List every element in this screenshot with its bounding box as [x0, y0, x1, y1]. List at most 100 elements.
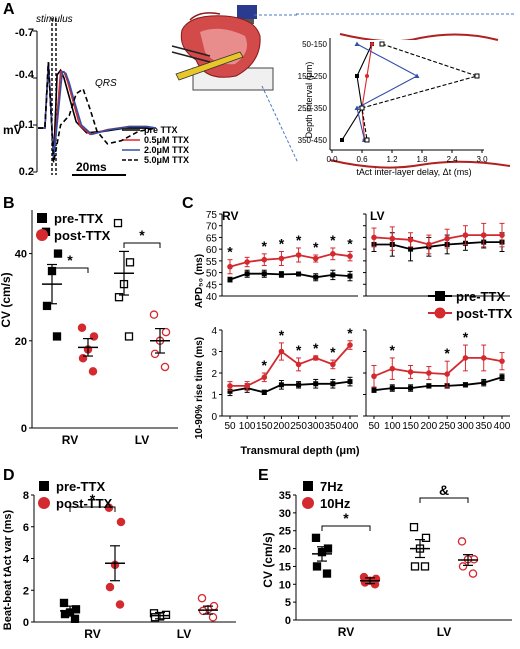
data-point — [407, 369, 414, 375]
data-point-lv-post-ttx — [160, 362, 170, 372]
inset-point — [340, 138, 344, 142]
legend-label-post-ttx: post-TTX — [456, 306, 513, 321]
data-point — [278, 382, 284, 388]
data-point — [244, 271, 250, 277]
data-point — [295, 361, 302, 368]
data-point — [444, 371, 450, 377]
data-point-lv-pre-ttx — [150, 613, 160, 622]
legend-label-pre-ttx: pre TTX — [144, 125, 178, 135]
inset-x-tick: 1.2 — [386, 155, 398, 164]
scale-bar-label: 20ms — [76, 160, 107, 174]
x-tick-label: 200 — [421, 421, 438, 432]
significance-marker: * — [296, 232, 302, 248]
data-point-lv-7hz — [420, 562, 430, 571]
data-point — [312, 255, 319, 262]
inset-point — [474, 73, 480, 79]
inset-x-tick: 1.8 — [416, 155, 428, 164]
category-label-rv: RV — [84, 627, 100, 641]
significance-bracket — [419, 497, 469, 503]
significance-marker: * — [463, 329, 469, 345]
camera-icon — [237, 5, 257, 19]
y-tick-label: 40 — [15, 249, 27, 261]
x-tick-label: 250 — [439, 421, 456, 432]
inset-point — [355, 74, 359, 78]
y-tick-label: 70 — [206, 222, 218, 233]
data-point — [462, 232, 469, 238]
data-point-lv-post-ttx — [208, 612, 218, 622]
category-label-rv: RV — [62, 433, 78, 447]
data-point — [480, 232, 487, 238]
data-point-lv-10hz — [458, 562, 468, 571]
legend-label-5-0-m-ttx: 5.0μM TTX — [144, 155, 189, 165]
y-tick-label: 45 — [206, 280, 218, 291]
inset-x-tick: 0.0 — [326, 155, 338, 164]
x-tick-label: 350 — [475, 421, 492, 432]
panel-c: APD₅₀ (ms) 10-90% rise time (ms) Transmu… — [194, 209, 513, 457]
y-tick-label: 4 — [211, 326, 217, 337]
significance-marker: * — [67, 252, 73, 268]
inset-x-tick: 3.0 — [476, 155, 488, 164]
data-point — [313, 274, 319, 280]
data-point-rv-pre-ttx — [52, 332, 62, 341]
inset-y-tick: 150-250 — [298, 72, 328, 81]
series-line-lv-pre-ttx — [374, 241, 502, 251]
inset-point — [354, 41, 360, 46]
qrs-label: QRS — [95, 78, 117, 89]
significance-bracket — [321, 525, 371, 531]
x-tick-label: 50 — [368, 421, 380, 432]
x-tick-label: 350 — [325, 421, 342, 432]
y-tick-label: 50 — [206, 269, 218, 280]
heart-illustration — [171, 5, 514, 169]
data-point-lv-pre-ttx — [125, 258, 135, 267]
y-tick-label: 8 — [23, 490, 29, 502]
panel-b-y-label: CV (cm/s) — [0, 272, 13, 327]
series-line-rv-post-ttx — [229, 252, 351, 268]
legend-swatch-pre-ttx — [39, 481, 49, 491]
data-point — [227, 383, 233, 389]
panel-letter-b: B — [3, 195, 15, 212]
legend-swatch-post-ttx — [434, 307, 446, 319]
data-point-lv-10hz — [468, 569, 478, 578]
series-line-rv-pre-ttx — [229, 272, 351, 281]
significance-marker: * — [296, 342, 302, 358]
panel-a-y-tick-1: -0.4 — [15, 69, 35, 81]
data-point — [408, 385, 414, 391]
inset-point — [370, 42, 374, 46]
x-tick-label: 150 — [256, 421, 273, 432]
data-point-lv-post-ttx — [198, 606, 208, 616]
x-tick-label: 150 — [402, 421, 419, 432]
data-point-rv-7hz — [312, 562, 322, 571]
y-tick-label: 0 — [21, 423, 27, 435]
data-point — [444, 235, 450, 242]
legend-swatch-pre-ttx — [37, 213, 47, 223]
data-point-lv-7hz — [409, 522, 419, 532]
series-line-rv-pre-ttx — [229, 380, 351, 394]
data-point-rv-pre-ttx — [59, 598, 69, 608]
y-tick-label: 2 — [211, 369, 217, 380]
data-point — [227, 277, 233, 283]
data-point — [371, 373, 377, 380]
legend-label-0-5-m-ttx: 0.5μM TTX — [144, 135, 189, 145]
data-point-lv-7hz — [410, 562, 420, 571]
data-point — [347, 342, 353, 348]
data-point — [426, 370, 432, 376]
y-tick-label: 3 — [211, 348, 217, 359]
data-point — [462, 382, 468, 388]
panel-d: Beat-beat tAct var (ms) 0 2 4 6 8 RV LV *pre-TT… — [2, 479, 236, 641]
facet-label-lv: LV — [370, 209, 384, 223]
category-label-lv: LV — [437, 625, 451, 639]
legend-label-2-0-m-ttx: 2.0μM TTX — [144, 145, 189, 155]
significance-bracket — [51, 267, 89, 273]
data-point — [499, 358, 505, 364]
inset-y-tick: 250-350 — [298, 104, 328, 113]
legend-label-post-ttx: post-TTX — [54, 228, 111, 243]
panel-c-top-y-label: APD₅₀ (ms) — [194, 254, 205, 308]
y-tick-label: 0 — [211, 412, 217, 423]
significance-marker: * — [262, 238, 268, 254]
legend-swatch-post-ttx — [36, 229, 48, 241]
y-tick-label: 65 — [206, 233, 218, 244]
inset-x-tick: 0.6 — [356, 155, 368, 164]
inset-line-pre-ttx — [341, 43, 373, 141]
significance-marker: * — [262, 357, 268, 373]
data-point — [347, 253, 353, 259]
